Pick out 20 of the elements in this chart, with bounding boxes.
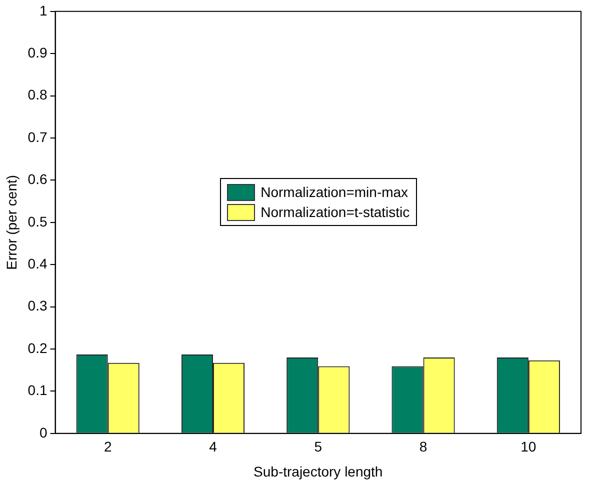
y-tick-label: 0 — [39, 424, 48, 440]
y-tick-label: 0.6 — [28, 171, 48, 188]
y-tick-label: 0.2 — [28, 340, 48, 356]
x-axis-title: Sub-trajectory length — [254, 463, 383, 480]
y-tick-label: 0.3 — [28, 298, 48, 314]
x-tick-label: 8 — [419, 438, 428, 455]
x-tick-label: 5 — [314, 438, 322, 455]
x-tick-label: 2 — [104, 438, 112, 455]
y-tick-label: 1 — [39, 2, 48, 18]
y-axis-title: Error (per cent) — [3, 174, 20, 270]
y-tick-label: 0.7 — [28, 128, 48, 145]
y-tick-label: 0.8 — [28, 86, 48, 103]
x-tick-label: 10 — [520, 438, 536, 455]
x-tick-label: 4 — [209, 438, 218, 455]
legend-label: Normalization=t-statistic — [260, 204, 410, 220]
y-tick-label: 0.5 — [28, 213, 48, 230]
y-tick-label: 0.1 — [28, 382, 48, 398]
legend-label: Normalization=min-max — [260, 184, 408, 200]
y-tick-label: 0.4 — [28, 255, 48, 272]
y-tick-label: 0.9 — [28, 44, 48, 60]
